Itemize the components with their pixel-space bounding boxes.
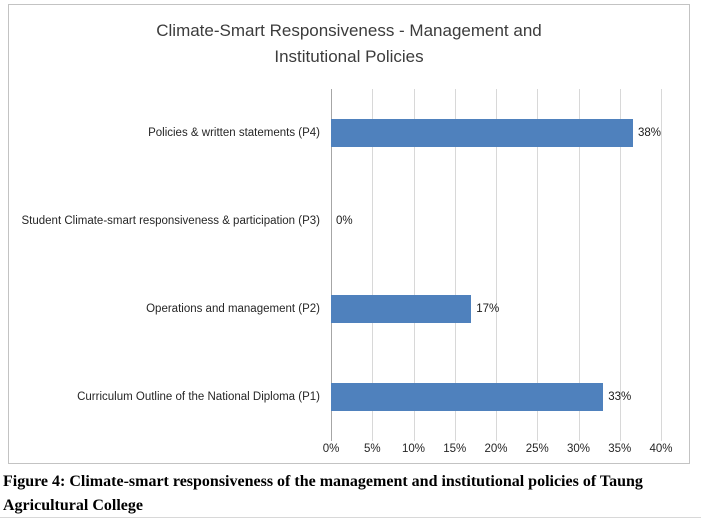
y-axis-category-labels: Policies & written statements (P4) Studen… (13, 89, 327, 441)
bar-data-label: 38% (637, 127, 661, 139)
x-axis-tick-label: 25% (525, 443, 549, 455)
figure-caption: Figure 4: Climate-smart responsiveness o… (3, 473, 643, 514)
gridline (578, 89, 580, 441)
category-axis-line (331, 89, 332, 441)
gridline (454, 89, 456, 441)
gridline (413, 89, 415, 441)
x-axis-tick-labels: 0% 5% 10% 15% 20% 25% 30% 35% 40% (323, 443, 673, 461)
x-axis-tick-label: 15% (443, 443, 467, 455)
gridline (619, 89, 621, 441)
chart-title-line-2: Institutional Policies (274, 47, 424, 67)
x-axis-tick-label: 30% (566, 443, 591, 455)
bottom-divider (0, 517, 701, 518)
category-label-text: Operations and management (P2) (146, 302, 320, 315)
category-label: Operations and management (P2) (13, 265, 327, 353)
category-label: Policies & written statements (P4) (13, 89, 327, 177)
x-axis-tick-label: 0% (322, 443, 340, 455)
bar (331, 295, 472, 323)
bar (331, 119, 633, 147)
bar-chart: Climate-Smart Responsiveness - Managemen… (8, 4, 690, 464)
plot-area: 38% 0% 17% 33% (331, 89, 662, 441)
category-label-text: Policies & written statements (P4) (148, 126, 320, 139)
bar-data-label: 0% (336, 215, 353, 227)
bar-row: 0% (331, 177, 661, 265)
bar-row: 38% (331, 89, 661, 177)
gridline (372, 89, 374, 441)
x-axis-tick-label: 40% (649, 443, 673, 455)
bar-data-label: 33% (608, 391, 632, 403)
category-label: Student Climate-smart responsiveness & p… (13, 177, 327, 265)
chart-title: Climate-Smart Responsiveness - Managemen… (9, 18, 689, 71)
gridline (537, 89, 539, 441)
bar-data-label: 17% (476, 303, 500, 315)
category-label: Curriculum Outline of the National Diplo… (13, 353, 327, 441)
x-axis-tick-label: 10% (401, 443, 426, 455)
x-axis-tick-label: 35% (608, 443, 632, 455)
category-label-text: Student Climate-smart responsiveness & p… (21, 214, 321, 227)
gridline (496, 89, 497, 441)
category-label-text: Curriculum Outline of the National Diplo… (77, 390, 320, 403)
chart-title-line-1: Climate-Smart Responsiveness - Managemen… (156, 21, 542, 40)
bar (331, 383, 604, 411)
bar-row: 33% (331, 353, 661, 441)
gridline (661, 89, 662, 441)
x-axis-tick-label: 20% (484, 443, 508, 455)
bar-row: 17% (331, 265, 661, 353)
x-axis-tick-label: 5% (363, 443, 381, 455)
